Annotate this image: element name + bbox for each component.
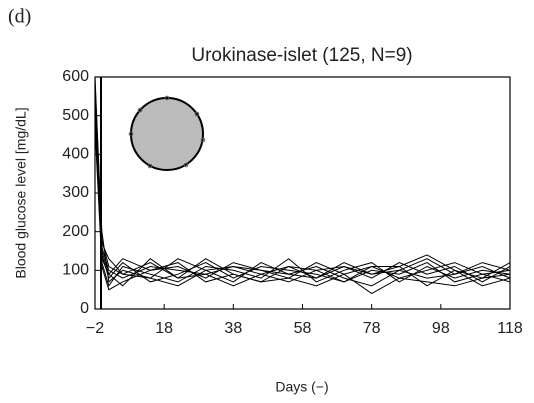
y-tick-label: 600 — [62, 68, 89, 85]
x-tick-label: −2 — [86, 320, 104, 337]
series-line — [94, 127, 511, 295]
series-line — [94, 104, 511, 287]
y-tick-label: 200 — [62, 223, 89, 240]
x-tick-label: 38 — [224, 320, 242, 337]
y-tick-label: 500 — [62, 107, 89, 124]
series-line — [94, 80, 511, 287]
x-tick-label: 98 — [432, 320, 450, 337]
chart-title: Urokinase-islet (125, N=9) — [191, 45, 412, 66]
x-tick-label: 78 — [363, 320, 381, 337]
series-line — [94, 100, 511, 283]
panel-label: (d) — [8, 6, 31, 28]
x-tick-label: 18 — [155, 320, 173, 337]
y-tick-label: 400 — [62, 146, 89, 163]
y-tick-label: 0 — [80, 300, 89, 317]
series-line — [94, 92, 511, 279]
y-tick-label: 300 — [62, 184, 89, 201]
islet-icon — [128, 95, 206, 171]
y-axis-label: Blood glucose level [mg/dL] — [13, 107, 29, 278]
x-tick-label: 118 — [497, 320, 523, 337]
y-tick-label: 100 — [62, 262, 89, 279]
series-line — [94, 115, 511, 283]
x-axis-label: Days (−) — [275, 379, 328, 395]
x-tick-label: 58 — [294, 320, 312, 337]
